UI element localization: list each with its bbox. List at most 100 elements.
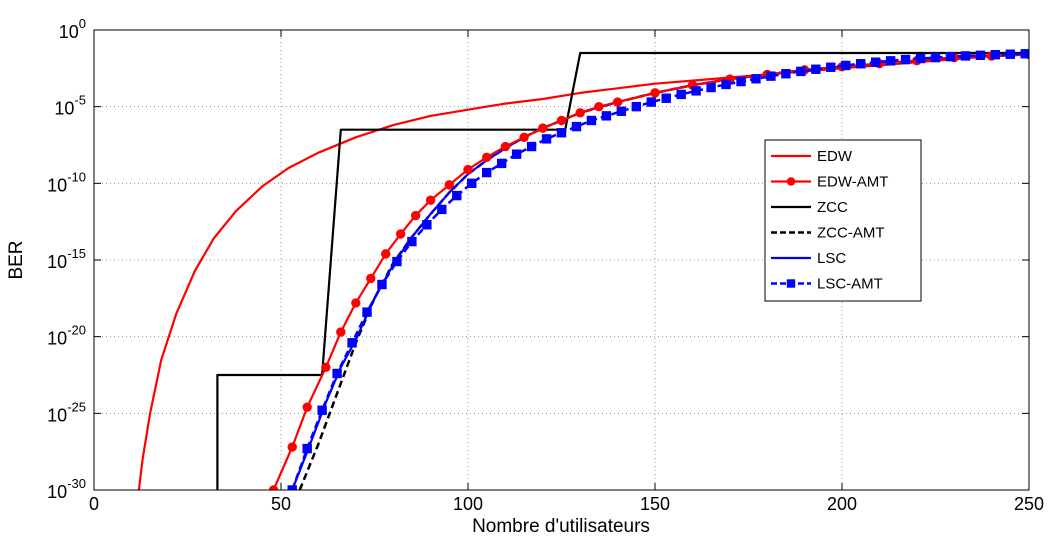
data-point-lsc-amt <box>841 60 851 71</box>
data-point-lsc-amt <box>781 69 791 79</box>
data-point-lsc-amt <box>870 57 881 67</box>
legend-item-zcc-amt: ZCC-AMT <box>771 225 885 242</box>
data-point-lsc-amt <box>856 59 866 69</box>
data-point-lsc-amt <box>900 54 911 65</box>
data-point-edw-amt <box>538 123 548 133</box>
series-zcc <box>216 51 1029 490</box>
data-point-lsc-amt <box>975 50 986 60</box>
legend-item-zcc: ZCC <box>771 199 848 216</box>
data-point-edw-amt <box>500 141 511 152</box>
data-point-edw-amt <box>594 101 604 112</box>
data-point-lsc-amt <box>392 256 402 267</box>
data-point-lsc-amt <box>541 134 552 144</box>
data-point-lsc-amt <box>631 101 641 112</box>
data-point-lsc-amt <box>407 236 417 247</box>
data-point-lsc-amt <box>482 167 492 178</box>
legend-label: LSC <box>817 250 846 267</box>
y-tick-label: 10-20 <box>47 323 86 349</box>
legend-label: EDW-AMT <box>817 174 888 191</box>
data-point-lsc-amt <box>1005 49 1015 59</box>
data-point-lsc-amt <box>601 111 612 121</box>
data-point-lsc-amt <box>661 93 671 103</box>
legend-item-edw-amt: EDW-AMT <box>771 174 888 191</box>
legend-item-lsc-amt: LSC-AMT <box>771 276 883 293</box>
legend-label: EDW <box>817 148 853 165</box>
x-tick-label: 150 <box>640 494 670 514</box>
legend: EDW EDW-AMT ZCC ZCC-AMT LSC LSC-AMT <box>764 139 922 302</box>
y-tick-label: 10-5 <box>54 93 86 119</box>
data-point-edw-amt <box>575 108 585 118</box>
data-point-edw-amt <box>381 249 391 259</box>
y-tick-label: 10-10 <box>47 169 86 195</box>
data-point-lsc-amt <box>377 279 387 290</box>
y-tick-label: 10-30 <box>47 476 86 502</box>
data-point-lsc-amt <box>317 405 327 415</box>
data-point-lsc-amt <box>796 66 806 77</box>
data-point-lsc-amt <box>467 178 477 189</box>
data-point-edw-amt <box>444 180 454 190</box>
data-point-lsc-amt <box>526 141 537 152</box>
data-point-lsc-amt <box>616 106 627 116</box>
legend-label: ZCC-AMT <box>817 225 885 242</box>
data-point-edw-amt <box>556 115 567 126</box>
data-point-edw-amt <box>612 97 623 107</box>
data-point-lsc-amt <box>362 307 372 317</box>
legend-label: LSC-AMT <box>817 276 883 293</box>
data-point-lsc-amt <box>766 71 776 81</box>
x-tick-label: 100 <box>453 494 483 514</box>
data-point-edw-amt <box>395 229 406 239</box>
data-point-lsc-amt <box>811 64 821 74</box>
data-point-edw-amt <box>321 362 331 373</box>
data-point-lsc-amt <box>721 79 731 90</box>
series-line-edw-amt <box>272 53 1029 490</box>
data-point-edw-amt <box>425 195 436 205</box>
data-point-lsc-amt <box>885 56 896 66</box>
data-point-lsc-amt <box>437 204 447 215</box>
legend-box <box>764 139 922 302</box>
data-point-lsc-amt <box>496 158 507 169</box>
data-point-lsc-amt <box>332 368 342 379</box>
y-axis-ticks: 100 10-5 10-10 10-15 10-20 10-25 10-30 <box>47 16 1029 502</box>
y-tick-label: 10-15 <box>47 246 86 272</box>
series-line-zcc <box>216 51 1029 490</box>
x-tick-label: 200 <box>827 494 857 514</box>
data-point-edw-amt <box>650 88 660 98</box>
x-tick-label: 250 <box>1014 494 1044 514</box>
data-point-lsc-amt <box>422 220 432 230</box>
data-point-edw-amt <box>302 402 312 412</box>
data-point-lsc-amt <box>736 76 746 87</box>
data-point-edw-amt <box>287 442 297 452</box>
data-point-lsc-amt <box>347 338 357 348</box>
data-point-lsc-amt <box>452 190 462 201</box>
data-point-lsc-amt <box>751 74 761 84</box>
data-point-lsc-amt <box>915 53 926 64</box>
series-lsc-amt <box>287 49 1029 490</box>
x-tick-label: 50 <box>271 494 291 514</box>
data-point-lsc-amt <box>571 121 582 132</box>
legend-marker <box>786 279 796 288</box>
y-tick-label: 100 <box>59 16 86 42</box>
data-point-lsc-amt <box>646 97 656 107</box>
data-point-lsc-amt <box>691 86 701 96</box>
data-point-lsc-amt <box>990 49 1001 60</box>
data-point-edw-amt <box>410 210 421 221</box>
data-point-edw-amt <box>519 132 529 143</box>
data-point-lsc-amt <box>511 149 522 159</box>
data-point-lsc-amt <box>826 62 836 72</box>
data-point-lsc-amt <box>706 82 716 93</box>
y-tick-label: 10-25 <box>47 399 86 425</box>
data-point-edw-amt <box>336 327 346 337</box>
data-point-edw-amt <box>351 298 361 308</box>
legend-marker <box>786 177 796 186</box>
x-axis-label: Nombre d'utilisateurs <box>472 516 650 537</box>
x-tick-label: 0 <box>89 494 99 514</box>
data-point-lsc-amt <box>945 51 956 62</box>
y-axis-label: BER <box>6 240 27 279</box>
data-point-edw-amt <box>482 152 492 162</box>
legend-item-lsc: LSC <box>771 250 846 267</box>
data-point-lsc-amt <box>676 89 686 100</box>
legend-label: ZCC <box>817 199 848 216</box>
data-point-lsc-amt <box>960 51 971 61</box>
data-point-lsc-amt <box>930 52 941 63</box>
data-point-lsc-amt <box>302 443 312 454</box>
